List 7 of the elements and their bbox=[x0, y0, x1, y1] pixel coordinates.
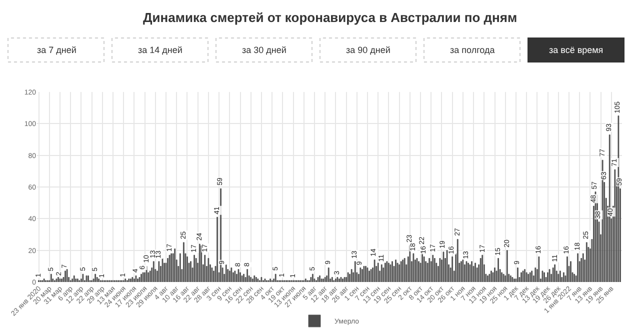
text: за всё время bbox=[549, 45, 604, 55]
text: за 7 дней bbox=[37, 45, 76, 55]
text: за полгода bbox=[450, 45, 495, 55]
text: за 30 дней bbox=[242, 45, 286, 55]
text: за 14 дней bbox=[138, 45, 182, 55]
text: за 90 дней bbox=[346, 45, 390, 55]
chart-title: Динамика смертей от коронавируса в Австралии по дням bbox=[143, 10, 518, 25]
